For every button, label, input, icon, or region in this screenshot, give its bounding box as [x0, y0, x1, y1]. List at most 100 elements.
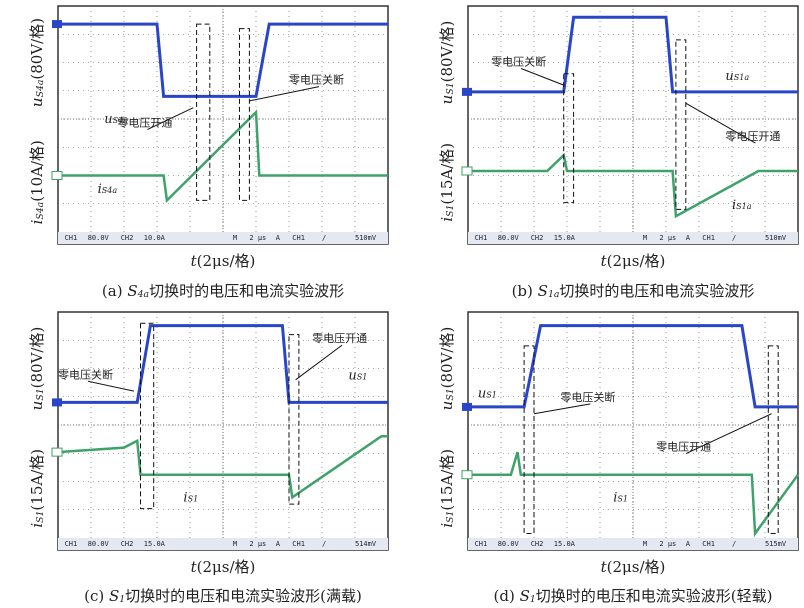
y-axis-label-part: (80V/格)	[28, 18, 46, 80]
signal-label-part: S1	[486, 391, 497, 400]
y-axis-label: iS1(15A/格)	[438, 449, 456, 528]
status-text: 10.0A	[144, 234, 166, 242]
caption-part: 切换时的电压和电流实验波形(满载)	[125, 587, 362, 605]
signal-label-part: u	[348, 368, 356, 383]
signal-label-part: u	[725, 69, 733, 84]
status-text: CH2	[531, 540, 544, 548]
y-axis-label: uS4a(80V/格)	[28, 18, 46, 107]
annotation: 零电压关断	[560, 390, 615, 404]
y-axis-label-part: u	[28, 97, 46, 107]
caption-part: 切换时的电压和电流实验波形	[559, 282, 754, 300]
signal-label-part: S4a	[113, 116, 129, 125]
caption: (b) S1a切换时的电压和电流实验波形	[512, 282, 755, 300]
annotation: 零电压关断	[491, 55, 546, 69]
status-text: 80.0V	[88, 234, 110, 242]
ch1-marker	[52, 20, 62, 28]
status-text: CH2	[531, 234, 544, 242]
y-axis-label-part: (15A/格)	[438, 449, 456, 511]
signal-label-part: u	[104, 112, 112, 127]
caption-part: 切换时的电压和电流实验波形	[149, 282, 344, 300]
ch2-marker	[462, 471, 472, 479]
y-axis-label: uS1(80V/格)	[28, 327, 46, 411]
status-text: 2 μs	[659, 540, 676, 548]
y-axis-label: uS1(80V/格)	[438, 327, 456, 411]
status-text: CH1	[292, 234, 305, 242]
status-text: 2 μs	[659, 234, 676, 242]
status-text: /	[322, 540, 326, 548]
caption-part: S	[538, 282, 548, 300]
status-text: 15.0A	[554, 234, 576, 242]
status-text: 2 μs	[249, 234, 266, 242]
caption: (c) S1切换时的电压和电流实验波形(满载)	[84, 587, 362, 605]
y-axis-label-part: S1	[35, 388, 46, 400]
status-text: 80.0V	[498, 234, 520, 242]
status-text: CH1	[475, 540, 488, 548]
annotation: 零电压开通	[312, 332, 367, 345]
status-text: 515mV	[765, 540, 787, 548]
x-axis-label: t(2μs/格)	[191, 558, 256, 576]
y-axis-label-part: S4a	[35, 80, 46, 98]
y-axis-label-part: (10A/格)	[28, 140, 46, 202]
signal-label-part: S4a	[102, 186, 118, 195]
annotation: 零电压开通	[725, 130, 780, 143]
y-axis-label-part: (80V/格)	[438, 21, 456, 83]
y-axis-label-part: (15A/格)	[438, 143, 456, 205]
caption-part: (b)	[512, 282, 538, 300]
status-text: 510mV	[765, 234, 787, 242]
ch1-marker	[52, 398, 62, 406]
y-axis-label-part: u	[438, 401, 456, 411]
scope-screen	[52, 312, 388, 550]
caption-part: (d)	[494, 587, 520, 605]
signal-label-part: S1	[188, 495, 199, 504]
status-text: M	[233, 540, 237, 548]
status-text: 80.0V	[88, 540, 110, 548]
status-text: 514mV	[355, 540, 377, 548]
signal-label-part: S1a	[736, 202, 752, 211]
x-axis-label-part: (2μs/格)	[197, 558, 256, 576]
y-axis-label-part: (80V/格)	[438, 327, 456, 389]
annotation: 零电压关断	[58, 367, 113, 381]
caption-part: 1a	[548, 289, 559, 300]
caption-part: S	[109, 587, 119, 605]
signal-label-part: S1a	[734, 73, 750, 82]
annotation: 零电压关断	[289, 73, 344, 87]
caption-part: S	[127, 282, 137, 300]
x-axis-label: t(2μs/格)	[601, 252, 666, 270]
status-text: 15.0A	[554, 540, 576, 548]
status-text: 510mV	[355, 234, 377, 242]
y-axis-label-part: S1	[445, 511, 456, 523]
status-text: CH1	[702, 234, 715, 242]
ch1-marker	[462, 403, 472, 411]
scope-screen	[462, 312, 798, 550]
status-text: CH1	[65, 234, 78, 242]
ch2-marker	[462, 167, 472, 175]
status-text: CH1	[475, 234, 488, 242]
x-axis-label: t(2μs/格)	[191, 252, 256, 270]
status-text: M	[643, 540, 647, 548]
y-axis-label-part: S1	[445, 388, 456, 400]
y-axis-label-part: S1	[445, 82, 456, 94]
ch2-marker	[52, 172, 62, 180]
signal-label-part: S1	[357, 373, 368, 382]
x-axis-label: t(2μs/格)	[601, 558, 666, 576]
y-axis-label-part: S1	[445, 205, 456, 217]
x-axis-label-part: (2μs/格)	[607, 252, 666, 270]
y-axis-label-part: u	[28, 401, 46, 411]
signal-label-part: u	[478, 386, 486, 401]
status-text: M	[233, 234, 237, 242]
caption-part: 4a	[137, 289, 149, 300]
y-axis-label: iS4a(10A/格)	[28, 140, 46, 224]
caption-part: (c)	[84, 587, 109, 605]
y-axis-label: iS1(15A/格)	[438, 143, 456, 222]
status-text: 15.0A	[144, 540, 166, 548]
y-axis-label-part: u	[438, 95, 456, 105]
status-text: CH1	[65, 540, 78, 548]
ch2-marker	[52, 448, 62, 456]
y-axis-label-part: (80V/格)	[28, 327, 46, 389]
y-axis-label-part: S4a	[35, 202, 46, 220]
x-axis-label-part: (2μs/格)	[607, 558, 666, 576]
scope-screen	[52, 6, 388, 244]
status-text: /	[322, 234, 326, 242]
status-text: /	[732, 540, 736, 548]
caption-part: S	[520, 587, 530, 605]
